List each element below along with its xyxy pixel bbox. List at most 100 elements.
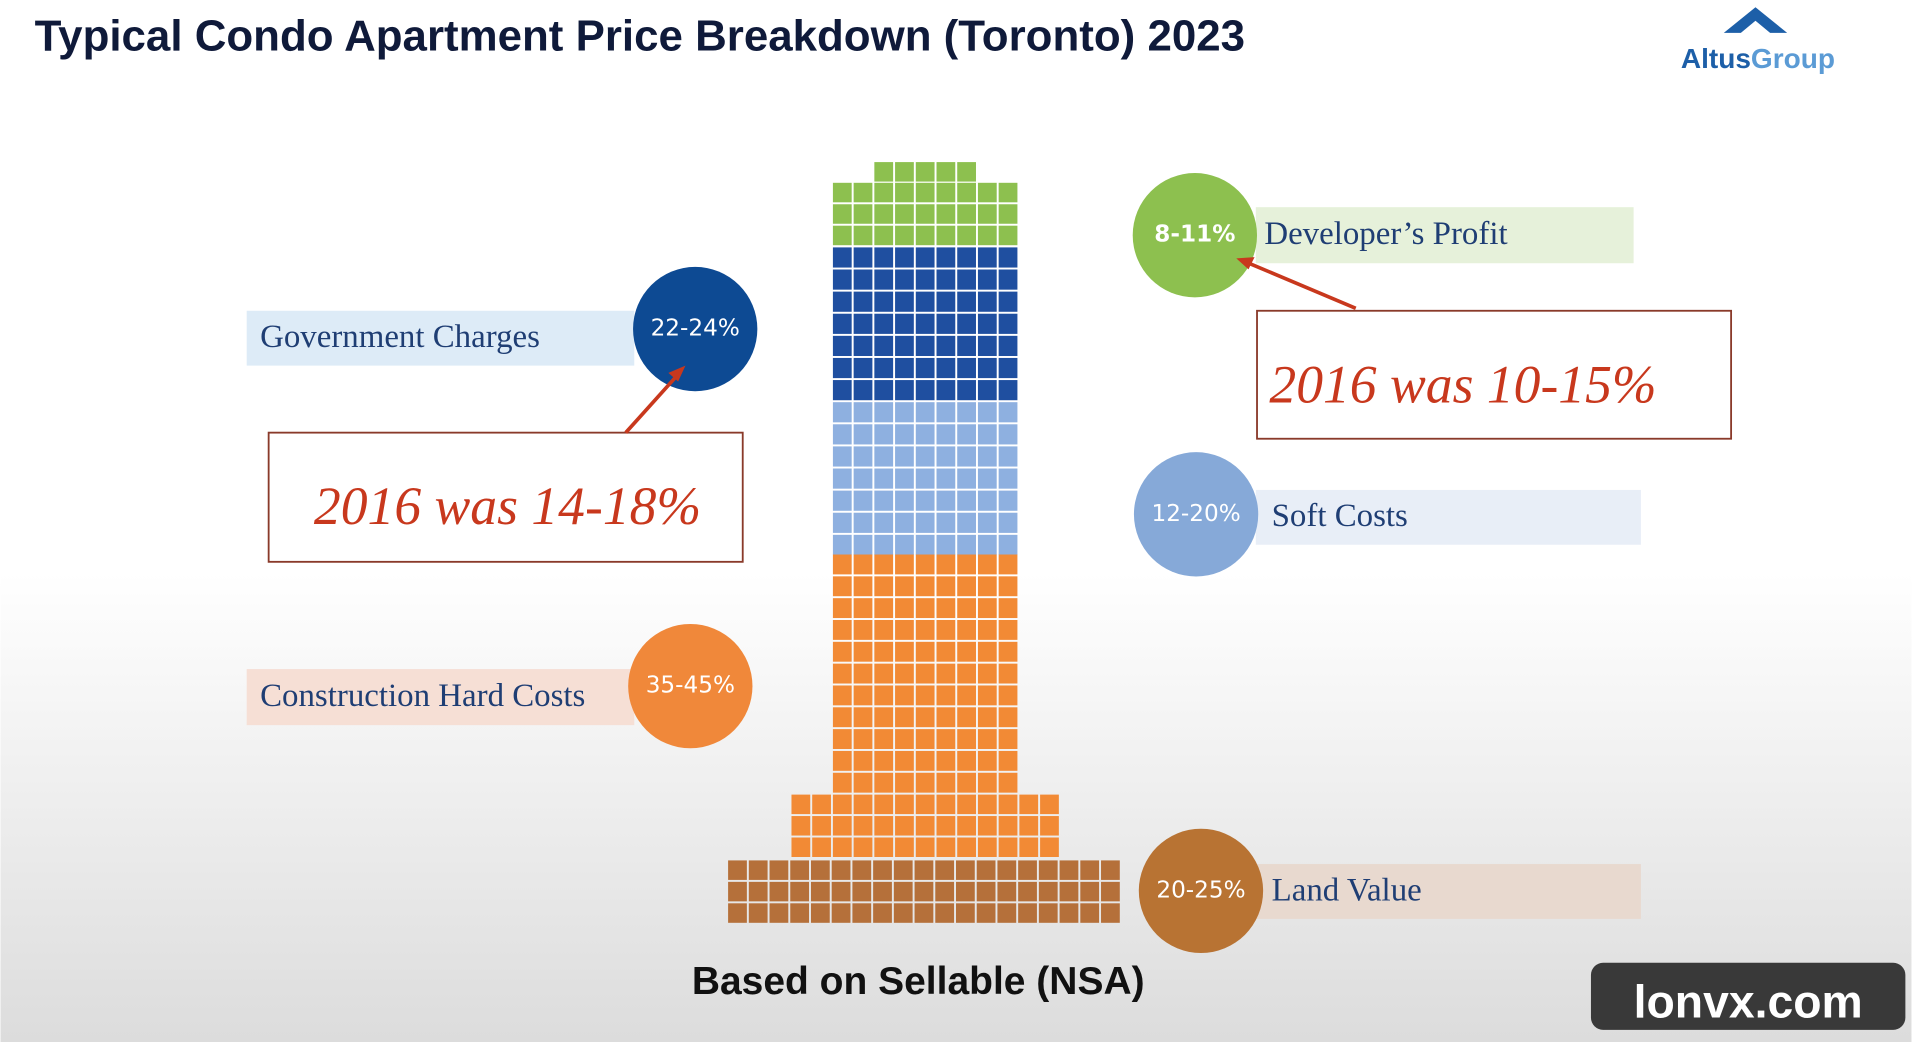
- tower-cell: [998, 446, 1018, 467]
- tower-cell: [957, 162, 976, 182]
- tower-cell: [998, 772, 1018, 793]
- tower-cell: [769, 881, 789, 902]
- tower-cell: [915, 729, 935, 749]
- label-band: [1255, 489, 1641, 545]
- arrow: [1245, 260, 1357, 311]
- tower-cell: [852, 903, 872, 923]
- tower-cell: [957, 685, 976, 706]
- tower-cell: [873, 860, 892, 880]
- tower-cell: [915, 490, 935, 511]
- tower-cell: [895, 772, 914, 793]
- tower-cell: [874, 335, 894, 357]
- tower-cell: [812, 816, 831, 836]
- tower-cell: [915, 794, 935, 815]
- tower-cell: [936, 269, 956, 290]
- tower-cell: [874, 534, 894, 556]
- tower-cell: [998, 685, 1018, 706]
- tower-cell: [873, 903, 892, 923]
- tower-cell: [936, 794, 956, 815]
- tower-cell: [832, 446, 852, 467]
- tower-cell: [977, 729, 997, 749]
- logo: AltusGroup: [1681, 7, 1835, 74]
- tower-cell: [853, 685, 873, 706]
- tower-cell: [936, 380, 956, 401]
- tower-cell: [957, 598, 976, 619]
- tower-cell: [895, 357, 914, 379]
- tower-cell: [957, 335, 976, 357]
- tower-cell: [832, 598, 852, 619]
- tower-cell: [728, 903, 747, 923]
- tower-cell: [977, 291, 997, 312]
- tower-cell: [915, 641, 935, 662]
- tower-cell: [936, 641, 956, 662]
- tower-cell: [977, 247, 997, 268]
- tower-cell: [936, 619, 956, 640]
- tower-cell: [853, 335, 873, 357]
- tower-cell: [791, 794, 811, 815]
- tower-cell: [874, 162, 894, 182]
- tower-cell: [832, 291, 852, 312]
- tower-cell: [1080, 881, 1100, 902]
- tower-cell: [957, 729, 976, 749]
- tower-cell: [915, 707, 935, 728]
- tower-cell: [853, 750, 873, 771]
- tower-cell: [998, 225, 1018, 246]
- tower-cell: [812, 794, 831, 815]
- tower-cell: [895, 750, 914, 771]
- tower-cell: [998, 269, 1018, 290]
- tower-cell: [1038, 903, 1058, 923]
- component-label: Construction Hard Costs: [260, 678, 585, 714]
- tower-cell: [1038, 881, 1058, 902]
- component: 22-24% Government Charges: [246, 266, 758, 392]
- tower-cell: [853, 837, 873, 857]
- tower-cell: [769, 903, 789, 923]
- tower-cell: [1059, 903, 1079, 923]
- tower-cell: [874, 204, 894, 224]
- tower-cell: [998, 182, 1018, 203]
- tower-cell: [895, 576, 914, 597]
- tower-cell: [998, 750, 1018, 771]
- tower-cell: [853, 816, 873, 836]
- tower-cell: [895, 402, 914, 423]
- tower-cell: [832, 335, 852, 357]
- tower-cell: [1101, 881, 1120, 902]
- tower-cell: [874, 663, 894, 684]
- tower-cell: [936, 204, 956, 224]
- tower-cell: [853, 247, 873, 268]
- tower-cell: [728, 860, 747, 880]
- tower-cell: [1038, 860, 1058, 880]
- tower-cell: [915, 446, 935, 467]
- tower-cell: [874, 402, 894, 423]
- tower-cell: [936, 512, 956, 533]
- tower-cell: [853, 619, 873, 640]
- tower-cell: [977, 663, 997, 684]
- tower-cell: [874, 468, 894, 489]
- tower-cell: [895, 598, 914, 619]
- tower-cell: [915, 816, 935, 836]
- tower-cell: [957, 402, 976, 423]
- tower-cell: [957, 794, 976, 815]
- tower-cell: [936, 576, 956, 597]
- tower-cell: [936, 424, 956, 445]
- tower-cell: [936, 837, 956, 857]
- tower-cell: [936, 772, 956, 793]
- tower-cell: [853, 402, 873, 423]
- tower-cell: [936, 750, 956, 771]
- range-badge: [633, 266, 758, 392]
- tower-cell: [853, 313, 873, 334]
- tower-cell: [895, 729, 914, 749]
- tower-cell: [895, 380, 914, 401]
- tower-cell: [831, 881, 851, 902]
- tower-cell: [832, 707, 852, 728]
- tower-cell: [915, 182, 935, 203]
- tower-cell: [957, 750, 976, 771]
- tower-cell: [998, 204, 1018, 224]
- tower-cell: [853, 794, 873, 815]
- watermark: lonvx.com: [1590, 962, 1906, 1030]
- tower-cell: [1040, 794, 1059, 815]
- tower-cell: [853, 490, 873, 511]
- tower-cell: [832, 750, 852, 771]
- tower-cell: [914, 903, 934, 923]
- tower-cell: [832, 468, 852, 489]
